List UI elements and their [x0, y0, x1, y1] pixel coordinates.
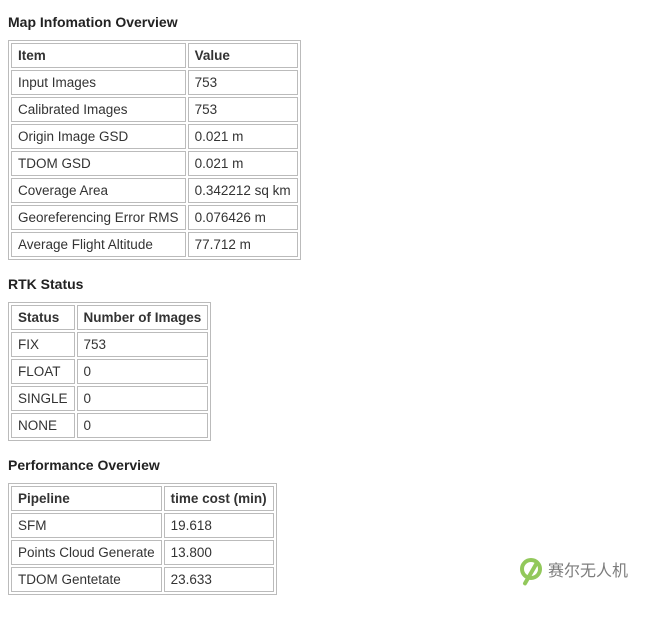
col-num-images: Number of Images: [77, 305, 209, 330]
watermark-text: 赛尔无人机: [548, 557, 628, 581]
col-time-cost: time cost (min): [164, 486, 274, 511]
cell-item: TDOM GSD: [11, 151, 186, 176]
table-row: Coverage Area0.342212 sq km: [11, 178, 298, 203]
cell-value: 0.342212 sq km: [188, 178, 298, 203]
cell-item: Georeferencing Error RMS: [11, 205, 186, 230]
cell-item: Average Flight Altitude: [11, 232, 186, 257]
table-row: SINGLE0: [11, 386, 208, 411]
table-header-row: Item Value: [11, 43, 298, 68]
cell-value: 0.021 m: [188, 151, 298, 176]
map-info-title: Map Infomation Overview: [8, 14, 638, 30]
performance-title: Performance Overview: [8, 457, 638, 473]
table-row: FLOAT0: [11, 359, 208, 384]
cell-pipeline: Points Cloud Generate: [11, 540, 162, 565]
cell-time: 13.800: [164, 540, 274, 565]
watermark-logo-icon: [520, 558, 542, 580]
cell-status: SINGLE: [11, 386, 75, 411]
cell-value: 0.076426 m: [188, 205, 298, 230]
table-row: Georeferencing Error RMS0.076426 m: [11, 205, 298, 230]
cell-count: 0: [77, 386, 209, 411]
table-row: Points Cloud Generate13.800: [11, 540, 274, 565]
table-row: Origin Image GSD0.021 m: [11, 124, 298, 149]
performance-table: Pipeline time cost (min) SFM19.618 Point…: [8, 483, 277, 595]
cell-time: 23.633: [164, 567, 274, 592]
table-header-row: Status Number of Images: [11, 305, 208, 330]
cell-pipeline: TDOM Gentetate: [11, 567, 162, 592]
cell-item: Origin Image GSD: [11, 124, 186, 149]
cell-value: 753: [188, 97, 298, 122]
table-row: SFM19.618: [11, 513, 274, 538]
rtk-status-table: Status Number of Images FIX753 FLOAT0 SI…: [8, 302, 211, 441]
cell-status: NONE: [11, 413, 75, 438]
cell-pipeline: SFM: [11, 513, 162, 538]
table-row: Calibrated Images753: [11, 97, 298, 122]
map-info-table: Item Value Input Images753 Calibrated Im…: [8, 40, 301, 260]
cell-item: Input Images: [11, 70, 186, 95]
table-row: TDOM GSD0.021 m: [11, 151, 298, 176]
table-row: TDOM Gentetate23.633: [11, 567, 274, 592]
cell-value: 753: [188, 70, 298, 95]
cell-item: Coverage Area: [11, 178, 186, 203]
cell-value: 0.021 m: [188, 124, 298, 149]
table-row: Input Images753: [11, 70, 298, 95]
cell-status: FIX: [11, 332, 75, 357]
cell-value: 77.712 m: [188, 232, 298, 257]
cell-item: Calibrated Images: [11, 97, 186, 122]
col-status: Status: [11, 305, 75, 330]
table-row: Average Flight Altitude77.712 m: [11, 232, 298, 257]
watermark: 赛尔无人机: [520, 557, 628, 581]
cell-count: 753: [77, 332, 209, 357]
cell-status: FLOAT: [11, 359, 75, 384]
col-value: Value: [188, 43, 298, 68]
cell-count: 0: [77, 359, 209, 384]
table-header-row: Pipeline time cost (min): [11, 486, 274, 511]
cell-time: 19.618: [164, 513, 274, 538]
table-row: FIX753: [11, 332, 208, 357]
cell-count: 0: [77, 413, 209, 438]
col-pipeline: Pipeline: [11, 486, 162, 511]
col-item: Item: [11, 43, 186, 68]
table-row: NONE0: [11, 413, 208, 438]
rtk-status-title: RTK Status: [8, 276, 638, 292]
